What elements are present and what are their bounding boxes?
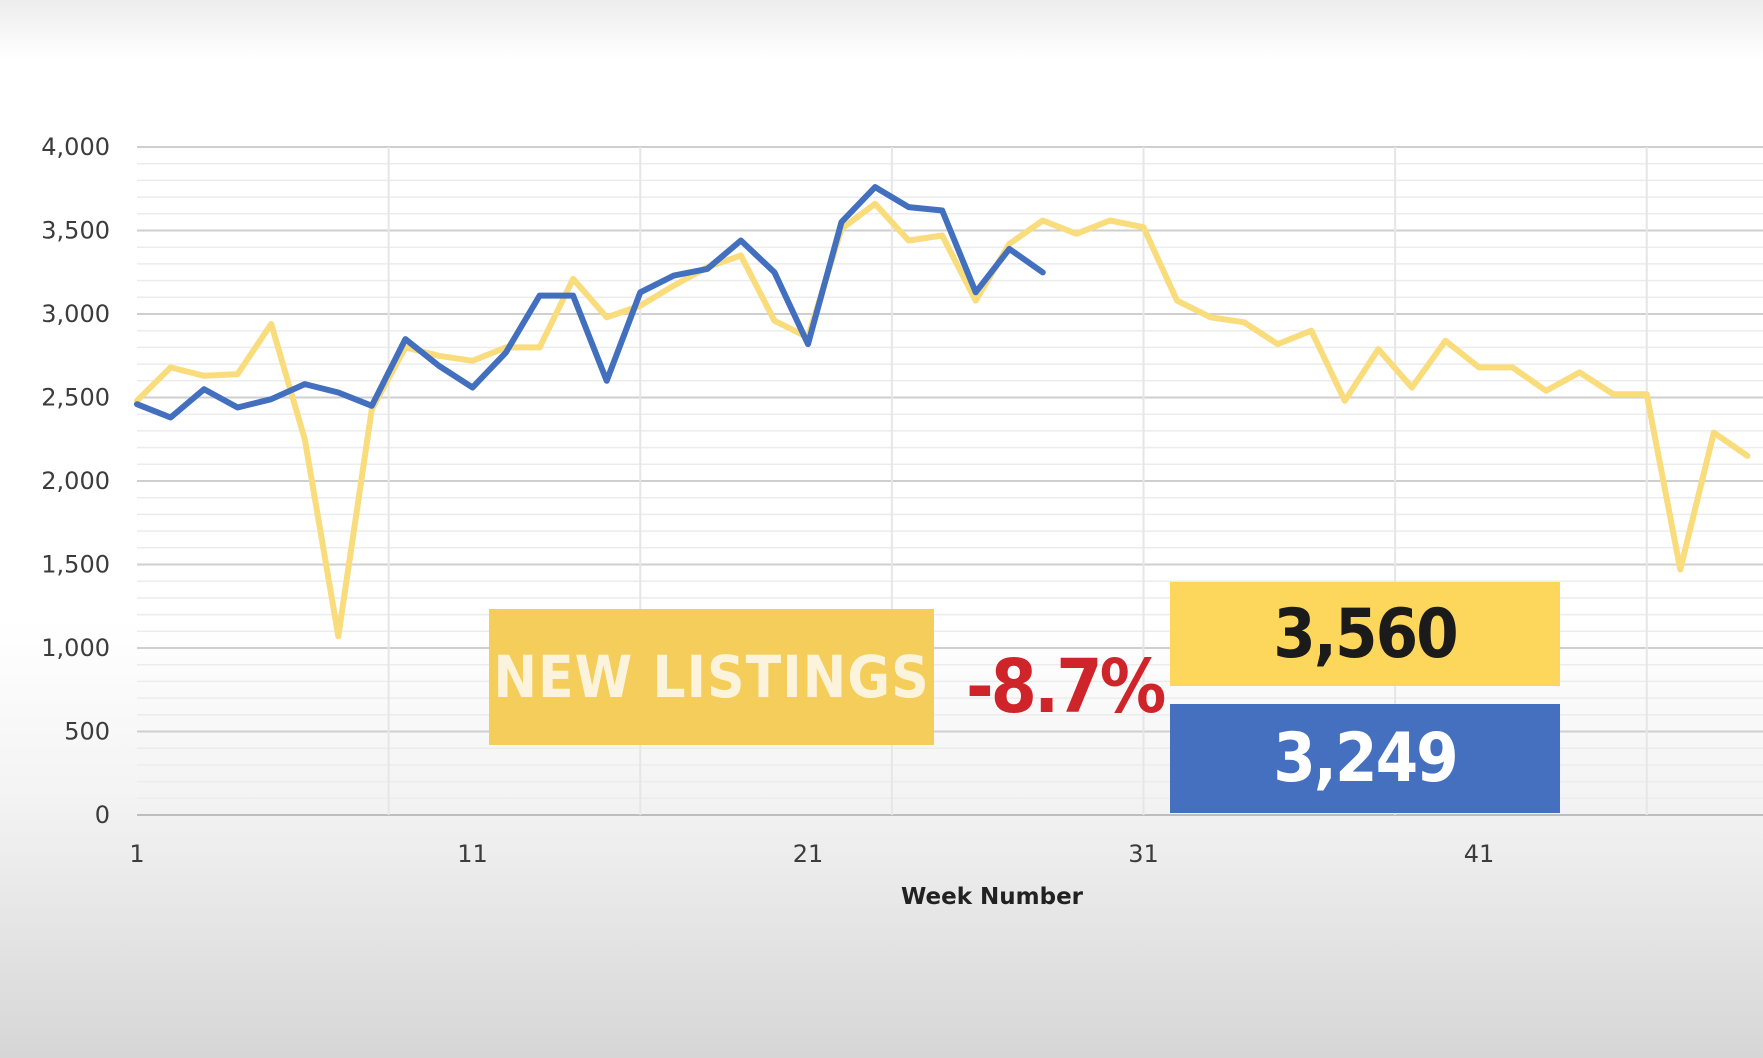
current-year-value-box: 3,249 [1170, 704, 1560, 813]
x-axis-title: Week Number [901, 884, 1084, 910]
percent-change: -8.7% [966, 644, 1166, 730]
x-tick-label: 1 [129, 840, 144, 868]
minor-gridlines [137, 162, 1763, 800]
new-listings-label: NEW LISTINGS [489, 609, 934, 745]
y-tick-label: 3,500 [41, 217, 110, 245]
x-tick-label: 11 [457, 840, 488, 868]
y-axis-ticks: 0 500 1,000 1,500 2,000 2,500 3,000 3,500 4,000 [41, 133, 110, 829]
y-tick-label: 1,500 [41, 551, 110, 579]
y-tick-label: 0 [95, 801, 110, 829]
y-tick-label: 2,000 [41, 467, 110, 495]
series-lines [134, 184, 1751, 640]
x-tick-label: 41 [1464, 840, 1495, 868]
y-tick-label: 3,000 [41, 300, 110, 328]
x-axis-ticks: 1 11 21 31 41 [129, 840, 1494, 868]
y-tick-label: 2,500 [41, 384, 110, 412]
y-tick-label: 4,000 [41, 133, 110, 161]
series-line-1 [134, 200, 1751, 640]
current-year-value: 3,249 [1273, 719, 1459, 798]
previous-year-value-box: 3,560 [1170, 582, 1560, 686]
x-tick-label: 21 [793, 840, 824, 868]
y-tick-label: 500 [64, 718, 110, 746]
series-line-2 [134, 184, 1046, 421]
x-tick-label: 31 [1128, 840, 1159, 868]
new-listings-label-text: NEW LISTINGS [493, 643, 930, 711]
previous-year-value: 3,560 [1273, 594, 1459, 674]
y-tick-label: 1,000 [41, 634, 110, 662]
